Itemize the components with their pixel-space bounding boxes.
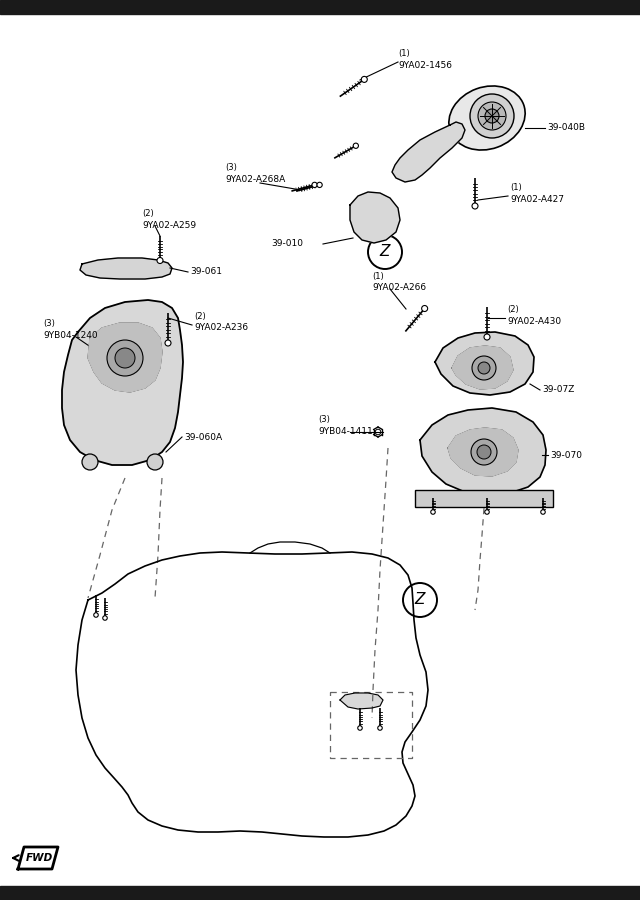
Circle shape (472, 356, 496, 380)
Bar (0, 886, 640, 900)
Polygon shape (62, 300, 183, 465)
Circle shape (362, 76, 367, 83)
Text: (1): (1) (398, 49, 410, 58)
Circle shape (353, 143, 358, 148)
Circle shape (478, 102, 506, 130)
Ellipse shape (358, 211, 366, 221)
Polygon shape (76, 552, 428, 837)
Text: 9YA02-A427: 9YA02-A427 (510, 194, 564, 203)
Text: Z: Z (380, 245, 390, 259)
Text: 9YA02-A236: 9YA02-A236 (194, 323, 248, 332)
Circle shape (93, 613, 99, 617)
Circle shape (116, 265, 124, 273)
Circle shape (478, 362, 490, 374)
Text: 9YA02-A430: 9YA02-A430 (507, 317, 561, 326)
Text: (3): (3) (225, 163, 237, 172)
Circle shape (471, 439, 497, 465)
Text: (3): (3) (318, 415, 330, 424)
Text: 9YA02-A259: 9YA02-A259 (142, 220, 196, 230)
Circle shape (485, 109, 499, 123)
Polygon shape (420, 408, 546, 495)
Circle shape (165, 340, 171, 346)
Circle shape (154, 265, 162, 273)
Text: 9YA02-A268A: 9YA02-A268A (225, 175, 285, 184)
Bar (415, 490, 553, 507)
Text: 39-070: 39-070 (550, 451, 582, 460)
Circle shape (96, 265, 104, 273)
Polygon shape (350, 192, 400, 243)
Text: (3): (3) (43, 319, 55, 328)
Text: FWD: FWD (26, 853, 52, 863)
Bar (0, 0, 640, 14)
Text: Z: Z (415, 592, 425, 608)
Circle shape (484, 334, 490, 340)
Polygon shape (88, 323, 162, 392)
Circle shape (82, 454, 98, 470)
Circle shape (484, 509, 489, 514)
Text: (2): (2) (194, 312, 205, 321)
Circle shape (157, 257, 163, 264)
Circle shape (358, 725, 362, 730)
Text: (2): (2) (507, 305, 519, 314)
Ellipse shape (355, 207, 369, 225)
Text: 9YA02-A266: 9YA02-A266 (372, 284, 426, 292)
Ellipse shape (449, 86, 525, 150)
Circle shape (317, 183, 322, 187)
Ellipse shape (375, 207, 389, 225)
Text: 9YA02-1456: 9YA02-1456 (398, 60, 452, 69)
Polygon shape (435, 332, 534, 395)
Polygon shape (80, 258, 172, 279)
Circle shape (115, 348, 135, 368)
Ellipse shape (378, 211, 386, 221)
Circle shape (103, 616, 108, 620)
Polygon shape (340, 693, 383, 709)
Text: 9YB04-1240: 9YB04-1240 (43, 330, 98, 339)
Circle shape (470, 94, 514, 138)
Circle shape (312, 183, 317, 187)
Text: 39-061: 39-061 (190, 267, 222, 276)
Circle shape (378, 725, 382, 730)
Text: 9YB04-1411: 9YB04-1411 (318, 427, 372, 436)
Polygon shape (448, 428, 518, 476)
Text: (1): (1) (372, 272, 384, 281)
Polygon shape (452, 346, 513, 389)
Circle shape (136, 265, 144, 273)
Polygon shape (18, 847, 58, 869)
Circle shape (477, 445, 491, 459)
Circle shape (422, 305, 428, 311)
Text: 39-060A: 39-060A (184, 433, 222, 442)
Text: (1): (1) (510, 183, 522, 192)
Circle shape (431, 509, 435, 514)
Circle shape (472, 203, 478, 209)
Circle shape (541, 509, 545, 514)
Circle shape (107, 340, 143, 376)
Text: 39-040B: 39-040B (547, 123, 585, 132)
Text: (2): (2) (142, 209, 154, 218)
Circle shape (147, 454, 163, 470)
Text: 39-010: 39-010 (271, 239, 303, 248)
Text: 39-07Z: 39-07Z (542, 385, 574, 394)
Polygon shape (392, 122, 465, 182)
